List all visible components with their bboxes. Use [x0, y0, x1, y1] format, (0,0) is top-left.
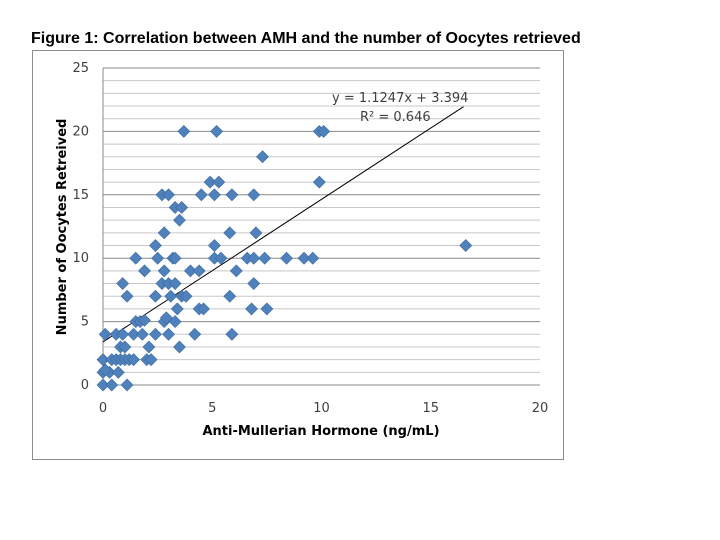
data-point — [258, 251, 272, 265]
data-point — [210, 124, 224, 138]
data-point — [168, 315, 182, 329]
data-point — [116, 277, 130, 290]
data-point — [247, 251, 261, 265]
data-point — [96, 353, 110, 367]
data-point — [175, 201, 189, 214]
data-point — [256, 150, 269, 164]
data-point — [312, 175, 326, 189]
data-point — [135, 327, 149, 341]
data-point — [120, 378, 134, 392]
data-point — [98, 327, 112, 341]
data-point — [177, 124, 191, 138]
y-tick-label: 10 — [72, 251, 89, 266]
data-point — [142, 340, 156, 354]
y-tick-label: 20 — [72, 124, 89, 139]
y-tick-label: 0 — [81, 378, 89, 393]
x-tick-label: 0 — [99, 401, 107, 416]
data-point — [118, 340, 132, 354]
data-point — [173, 340, 186, 354]
data-point — [208, 188, 221, 202]
data-point — [170, 302, 184, 316]
data-point — [245, 302, 259, 316]
data-point — [144, 353, 158, 367]
x-tick-label: 20 — [532, 401, 549, 416]
data-point — [192, 264, 206, 278]
data-point — [306, 251, 320, 265]
data-point — [194, 188, 208, 202]
data-point — [127, 327, 141, 341]
data-point — [149, 289, 162, 303]
data-point — [138, 264, 151, 278]
y-tick-label: 5 — [81, 315, 89, 330]
x-tick-label: 10 — [313, 401, 330, 416]
data-point — [459, 239, 473, 252]
data-point — [168, 277, 182, 290]
x-axis-title: Anti-Mullerian Hormone (ng/mL) — [202, 424, 439, 439]
trendline-equation: y = 1.1247x + 3.394 — [332, 91, 468, 106]
data-point — [247, 188, 261, 202]
data-point — [183, 264, 197, 278]
data-point — [225, 188, 239, 202]
data-point — [111, 365, 125, 379]
data-point — [223, 226, 237, 240]
data-point — [129, 251, 143, 265]
trendline — [102, 106, 464, 343]
data-point — [105, 378, 119, 392]
data-point — [168, 251, 182, 265]
data-point — [116, 327, 130, 341]
data-point — [208, 239, 221, 252]
data-point — [162, 327, 175, 341]
data-point — [149, 239, 162, 252]
data-point — [214, 251, 228, 265]
data-point — [188, 327, 202, 341]
data-point — [127, 353, 141, 367]
y-tick-label: 25 — [72, 61, 89, 76]
data-point — [223, 289, 237, 303]
tick-labels: 0 5 10 15 20 25 0 5 10 15 20 — [72, 61, 548, 416]
data-point — [179, 289, 193, 303]
gridlines — [103, 67, 540, 373]
data-point — [149, 327, 162, 341]
y-tick-label: 15 — [72, 188, 89, 203]
data-point — [159, 311, 173, 325]
data-point — [229, 264, 243, 278]
data-point — [203, 175, 217, 189]
trendline-group — [102, 106, 464, 343]
data-point — [151, 251, 165, 265]
data-points — [96, 124, 473, 392]
data-point — [249, 226, 263, 240]
data-point — [164, 289, 178, 303]
x-tick-label: 5 — [208, 401, 216, 416]
data-point — [317, 124, 331, 138]
data-point — [247, 277, 261, 290]
data-point — [173, 213, 186, 227]
data-point — [260, 302, 274, 316]
data-point — [162, 188, 175, 202]
data-point — [98, 363, 112, 377]
data-point — [157, 264, 171, 278]
data-point — [138, 313, 151, 327]
data-point — [297, 251, 311, 265]
figure-title: Figure 1: Correlation between AMH and th… — [31, 30, 581, 47]
trendline-r2: R² = 0.646 — [360, 110, 431, 125]
x-tick-label: 15 — [422, 401, 439, 416]
data-point — [120, 289, 134, 303]
data-point — [280, 251, 293, 265]
data-point — [157, 226, 171, 240]
data-point — [96, 378, 110, 392]
data-point — [212, 175, 226, 189]
y-axis-title: Number of Oocytes Retreived — [55, 119, 70, 336]
data-point — [197, 302, 210, 316]
data-point — [225, 327, 239, 341]
